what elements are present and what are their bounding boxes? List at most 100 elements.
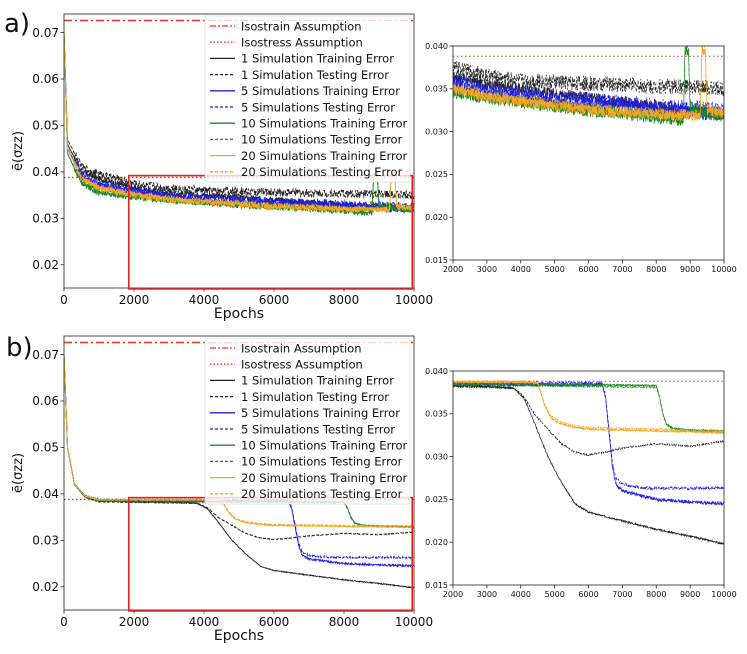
x-tick-label: 6000	[259, 615, 290, 629]
y-tick-label: 0.020	[425, 213, 448, 222]
y-tick-label: 0.040	[425, 367, 448, 376]
y-axis-label: ē(σzz)	[11, 131, 26, 171]
x-axis-label: Epochs	[214, 306, 264, 322]
x-tick-label: 2000	[443, 590, 463, 599]
legend-label: 1 Simulation Testing Error	[241, 68, 389, 82]
axes-frame	[63, 335, 415, 611]
y-tick-label: 0.07	[32, 348, 59, 362]
y-tick-label: 0.02	[32, 258, 59, 272]
series-line-5-simulations-testing-error	[64, 32, 414, 211]
x-tick-label: 7000	[612, 590, 632, 599]
x-tick-label: 0	[60, 293, 68, 307]
series-line-20-simulations-testing-error	[64, 354, 414, 528]
legend-label: Isostrain Assumption	[241, 19, 362, 33]
y-tick-label: 0.05	[32, 119, 59, 133]
x-tick-label: 2000	[119, 293, 150, 307]
legend-label: 20 Simulations Testing Error	[241, 165, 403, 179]
legend-label: 10 Simulations Training Error	[241, 439, 408, 453]
legend-label: 10 Simulations Testing Error	[241, 133, 403, 147]
x-tick-label: 10000	[711, 265, 736, 274]
legend-label: 20 Simulations Training Error	[241, 471, 408, 485]
series-line-10-simulations-training-error	[453, 381, 724, 433]
y-tick-label: 0.040	[425, 42, 448, 51]
y-tick-label: 0.015	[425, 581, 448, 590]
x-tick-label: 3000	[477, 590, 497, 599]
y-tick-label: 0.06	[32, 72, 59, 86]
x-tick-label: 3000	[477, 265, 497, 274]
series-line-5-simulations-training-error	[453, 381, 724, 507]
legend-box	[204, 15, 411, 183]
y-tick-label: 0.025	[425, 170, 448, 179]
y-tick-label: 0.03	[32, 212, 59, 226]
zoom-region-box	[127, 496, 414, 612]
x-tick-label: 6000	[578, 265, 598, 274]
y-axis-label: ē(σzz)	[11, 453, 26, 493]
y-tick-label: 0.07	[32, 26, 59, 40]
panel-label-a: a)	[4, 9, 30, 39]
series-line-20-simulations-training-error	[453, 379, 724, 435]
series-line-20-simulations-testing-error	[453, 379, 724, 433]
y-tick-label: 0.06	[32, 394, 59, 408]
x-tick-label: 4000	[511, 590, 531, 599]
x-tick-label: 5000	[544, 590, 564, 599]
legend-label: 20 Simulations Testing Error	[241, 487, 403, 501]
x-tick-label: 9000	[680, 590, 700, 599]
x-tick-label: 0	[60, 615, 68, 629]
x-tick-label: 4000	[511, 265, 531, 274]
plot-a-zoom: 2000 3000 4000 5000 6000 7000 8000 9000 10000 0.0…	[425, 42, 737, 274]
legend-label: Isostress Assumption	[241, 358, 363, 372]
x-tick-label: 9000	[680, 265, 700, 274]
series-line-1-simulation-training-error	[453, 383, 724, 546]
y-tick-label: 0.020	[425, 538, 448, 547]
series-line-1-simulation-testing-error	[64, 33, 414, 201]
x-tick-label: 10000	[395, 293, 433, 307]
x-tick-label: 6000	[259, 293, 290, 307]
x-tick-label: 10000	[395, 615, 433, 629]
legend-label: 5 Simulations Testing Error	[241, 422, 395, 436]
y-tick-label: 0.04	[32, 165, 59, 179]
legend-label: 10 Simulations Training Error	[241, 117, 408, 131]
legend-label: 5 Simulations Testing Error	[241, 100, 395, 114]
series-line-1-simulation-testing-error	[64, 354, 414, 541]
legend-label: 1 Simulation Testing Error	[241, 390, 389, 404]
x-tick-label: 8000	[646, 265, 666, 274]
series-line-10-simulations-testing-error	[64, 354, 414, 529]
legend-box	[204, 337, 411, 505]
x-tick-label: 2000	[119, 615, 150, 629]
x-axis-label: Epochs	[214, 628, 264, 644]
axes-frame	[452, 370, 725, 586]
legend-label: 5 Simulations Training Error	[241, 84, 400, 98]
y-tick-label: 0.035	[425, 85, 448, 94]
y-tick-label: 0.04	[32, 487, 59, 501]
y-tick-label: 0.035	[425, 410, 448, 419]
series-line-1-simulation-testing-error	[453, 384, 724, 457]
axes-frame	[63, 13, 415, 289]
panel-labels: a) b)	[4, 9, 33, 363]
y-tick-label: 0.030	[425, 127, 448, 136]
x-tick-label: 7000	[612, 265, 632, 274]
x-tick-label: 8000	[329, 293, 360, 307]
legend-label: 5 Simulations Training Error	[241, 406, 400, 420]
y-tick-label: 0.03	[32, 534, 59, 548]
y-tick-label: 0.030	[425, 452, 448, 461]
axes-frame	[452, 45, 725, 261]
x-tick-label: 4000	[189, 293, 220, 307]
series-line-20-simulations-testing-error	[64, 32, 414, 213]
legend-label: 1 Simulation Training Error	[241, 374, 394, 388]
x-tick-label: 8000	[646, 590, 666, 599]
panel-label-b: b)	[6, 333, 33, 363]
legend-label: 1 Simulation Training Error	[241, 52, 394, 66]
plot-a-main: 0 2000 4000 6000 8000 10000 0.02 0.03 0.04 0.05 0.…	[11, 13, 433, 322]
y-tick-label: 0.015	[425, 256, 448, 265]
y-tick-label: 0.05	[32, 441, 59, 455]
y-tick-label: 0.025	[425, 495, 448, 504]
series-line-5-simulations-testing-error	[453, 380, 724, 492]
x-tick-label: 2000	[443, 265, 463, 274]
series-line-20-simulations-testing-error	[453, 46, 724, 119]
legend-label: Isostress Assumption	[241, 36, 363, 50]
x-tick-label: 8000	[329, 615, 360, 629]
x-tick-label: 4000	[189, 615, 220, 629]
x-tick-label: 6000	[578, 590, 598, 599]
x-tick-label: 5000	[544, 265, 564, 274]
